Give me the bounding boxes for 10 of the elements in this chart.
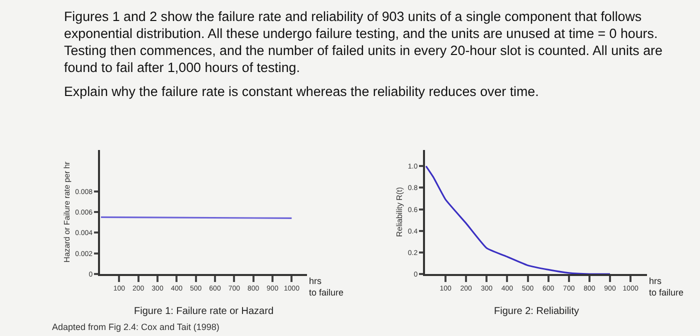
text: Figures 1 and 2 show the failure rate and reliability of 903 units of a single component that follows exponential distribution. All these undergo failure testing, and the units are unused at time = 0 hours. Testing then commences, and the number of failed units in every 20-hour slot is counted. All units are found to fail after 1,000 hours of testing. — [64, 8, 664, 76]
text: Explain why the failure rate is constant whereas the reliability reduces over time. — [64, 83, 540, 100]
y-axis-title: Hazard or Failure rate per hr — [62, 161, 72, 262]
y-axis-title: Reliability R(t) — [395, 186, 404, 237]
x-axis-title: hrs to failure — [649, 276, 684, 298]
line-series — [425, 165, 611, 274]
text: Figure 1: Failure rate or Hazard — [134, 306, 274, 317]
x-axis-title: hrs to failure — [309, 276, 344, 298]
text: Adapted from Fig 2.4: Cox and Tait (1998) — [52, 322, 220, 332]
text: Figure 2: Reliability — [494, 306, 580, 317]
